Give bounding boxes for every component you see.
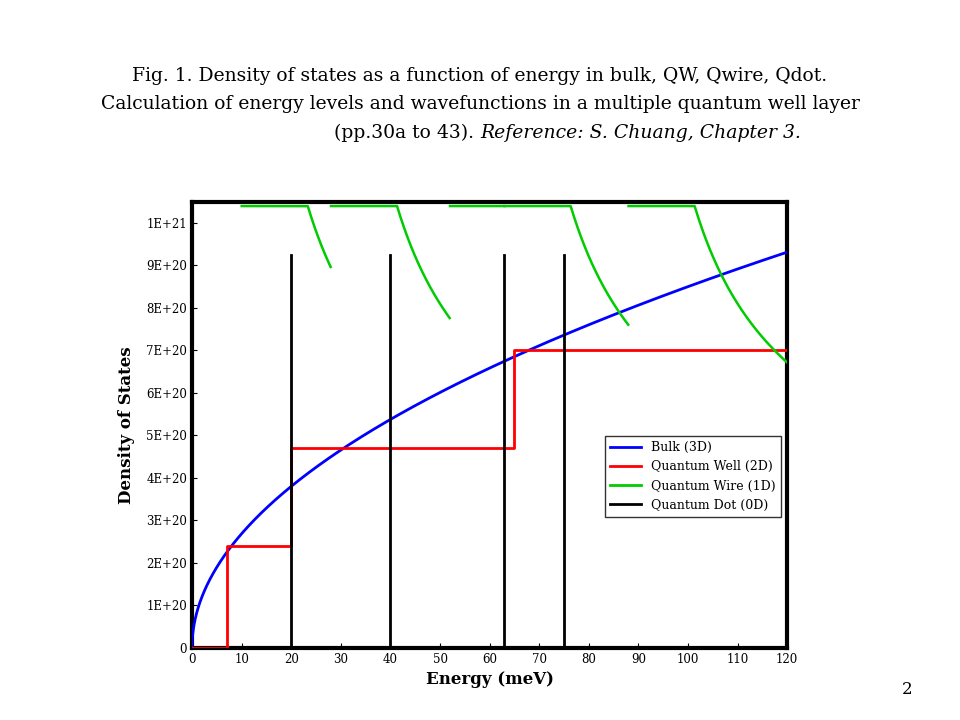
Text: Reference: S. Chuang, Chapter 3.: Reference: S. Chuang, Chapter 3.	[480, 124, 801, 143]
Quantum Wire (1D)	[323, 257, 334, 266]
Text: Calculation of energy levels and wavefunctions in a multiple quantum well layer: Calculation of energy levels and wavefun…	[101, 95, 859, 113]
X-axis label: Energy (meV): Energy (meV)	[425, 672, 554, 688]
Y-axis label: Density of States: Density of States	[118, 346, 135, 503]
Quantum Wire (1D)	[236, 202, 248, 210]
Quantum Wire (1D)	[240, 202, 252, 210]
Quantum Wire (1D)	[279, 202, 291, 210]
Quantum Wire (1D)	[323, 257, 334, 266]
Quantum Wire (1D)	[276, 202, 288, 210]
Text: 2: 2	[901, 681, 912, 698]
Legend: Bulk (3D), Quantum Well (2D), Quantum Wire (1D), Quantum Dot (0D): Bulk (3D), Quantum Well (2D), Quantum Wi…	[605, 436, 780, 517]
Text: (pp.30a to 43).: (pp.30a to 43).	[334, 124, 480, 143]
Text: Fig. 1. Density of states as a function of energy in bulk, QW, Qwire, Qdot.: Fig. 1. Density of states as a function …	[132, 67, 828, 85]
Quantum Wire (1D)	[306, 215, 318, 223]
Quantum Wire (1D)	[324, 263, 336, 271]
Line: Quantum Wire (1D): Quantum Wire (1D)	[242, 206, 330, 267]
